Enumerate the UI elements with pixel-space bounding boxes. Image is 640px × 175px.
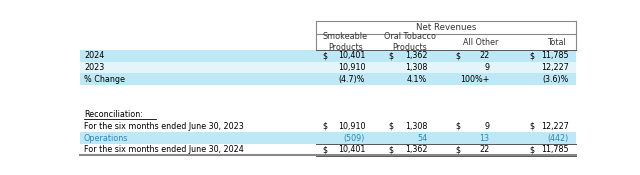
- Text: 11,785: 11,785: [541, 145, 568, 154]
- Text: 22: 22: [479, 145, 489, 154]
- Bar: [80, 50, 576, 62]
- Text: 9: 9: [484, 122, 489, 131]
- Text: $: $: [388, 122, 393, 131]
- Text: $: $: [455, 122, 460, 131]
- Text: $: $: [388, 51, 393, 60]
- Text: Total: Total: [547, 37, 566, 47]
- Text: (509): (509): [344, 134, 365, 143]
- Text: Oral Tobacco
Products: Oral Tobacco Products: [384, 32, 436, 52]
- Text: 12,227: 12,227: [541, 122, 568, 131]
- Text: 100%+: 100%+: [460, 75, 489, 84]
- Text: 1,308: 1,308: [405, 63, 428, 72]
- Text: 2023: 2023: [84, 63, 104, 72]
- Text: 13: 13: [479, 134, 489, 143]
- Text: 10,910: 10,910: [338, 63, 365, 72]
- Text: (4.7)%: (4.7)%: [339, 75, 365, 84]
- Text: 1,362: 1,362: [404, 145, 428, 154]
- Text: 22: 22: [479, 51, 489, 60]
- Text: % Change: % Change: [84, 75, 125, 84]
- Text: For the six months ended June 30, 2023: For the six months ended June 30, 2023: [84, 122, 244, 131]
- Text: 1,362: 1,362: [404, 51, 428, 60]
- Bar: [80, 62, 576, 74]
- Text: $: $: [529, 51, 534, 60]
- Text: $: $: [529, 122, 534, 131]
- Text: 4.1%: 4.1%: [407, 75, 428, 84]
- Bar: [80, 74, 576, 85]
- Text: $: $: [388, 145, 393, 154]
- Text: Net Revenues: Net Revenues: [415, 23, 476, 32]
- Text: $: $: [322, 145, 327, 154]
- Text: $: $: [455, 145, 460, 154]
- Text: 1,308: 1,308: [405, 122, 428, 131]
- Bar: [80, 132, 576, 144]
- Text: Operations: Operations: [84, 134, 129, 143]
- Text: $: $: [322, 51, 327, 60]
- Text: $: $: [455, 51, 460, 60]
- Text: 10,401: 10,401: [338, 145, 365, 154]
- Text: 2024: 2024: [84, 51, 104, 60]
- Text: (3.6)%: (3.6)%: [542, 75, 568, 84]
- Text: Reconciliation:: Reconciliation:: [84, 110, 143, 119]
- Text: $: $: [529, 145, 534, 154]
- Text: $: $: [322, 122, 327, 131]
- Text: 10,910: 10,910: [338, 122, 365, 131]
- Text: 11,785: 11,785: [541, 51, 568, 60]
- Text: 10,401: 10,401: [338, 51, 365, 60]
- Text: Smokeable
Products: Smokeable Products: [323, 32, 368, 52]
- Text: 9: 9: [484, 63, 489, 72]
- Text: (442): (442): [547, 134, 568, 143]
- Text: 54: 54: [417, 134, 428, 143]
- Text: For the six months ended June 30, 2024: For the six months ended June 30, 2024: [84, 145, 244, 154]
- Text: All Other: All Other: [463, 37, 499, 47]
- Text: 12,227: 12,227: [541, 63, 568, 72]
